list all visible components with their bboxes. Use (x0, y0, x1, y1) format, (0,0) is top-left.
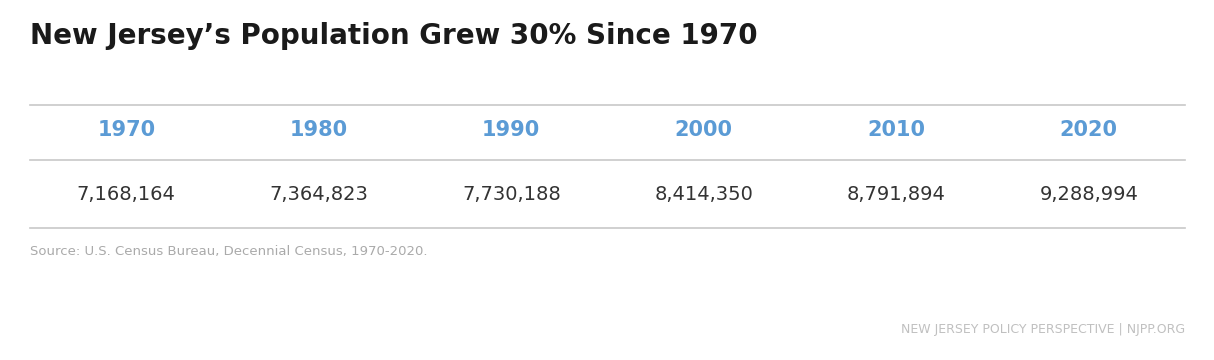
Text: 1970: 1970 (97, 120, 155, 140)
Text: 7,168,164: 7,168,164 (76, 185, 176, 204)
Text: 9,288,994: 9,288,994 (1039, 185, 1139, 204)
Text: 7,364,823: 7,364,823 (270, 185, 368, 204)
Text: NEW JERSEY POLICY PERSPECTIVE | NJPP.ORG: NEW JERSEY POLICY PERSPECTIVE | NJPP.ORG (901, 324, 1185, 337)
Text: 1990: 1990 (482, 120, 540, 140)
Text: 8,791,894: 8,791,894 (847, 185, 946, 204)
Text: 2010: 2010 (867, 120, 925, 140)
Text: 2000: 2000 (675, 120, 733, 140)
Text: 2020: 2020 (1060, 120, 1118, 140)
Text: 8,414,350: 8,414,350 (654, 185, 753, 204)
Text: 1980: 1980 (290, 120, 348, 140)
Text: New Jersey’s Population Grew 30% Since 1970: New Jersey’s Population Grew 30% Since 1… (30, 22, 758, 50)
Text: 7,730,188: 7,730,188 (461, 185, 561, 204)
Text: Source: U.S. Census Bureau, Decennial Census, 1970-2020.: Source: U.S. Census Bureau, Decennial Ce… (30, 245, 427, 258)
